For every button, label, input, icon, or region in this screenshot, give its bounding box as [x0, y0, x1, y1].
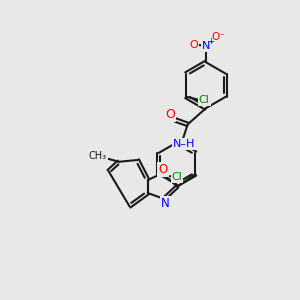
Text: +: + [208, 37, 214, 46]
Text: O: O [165, 108, 175, 121]
Text: N: N [161, 197, 170, 210]
Text: Cl: Cl [199, 95, 210, 105]
Text: O⁻: O⁻ [212, 32, 225, 42]
Text: O: O [190, 40, 199, 50]
Text: N–H: N–H [173, 139, 195, 149]
Text: Cl: Cl [172, 172, 182, 182]
Text: N: N [202, 41, 210, 51]
Text: O: O [158, 163, 168, 176]
Text: CH₃: CH₃ [89, 151, 107, 161]
